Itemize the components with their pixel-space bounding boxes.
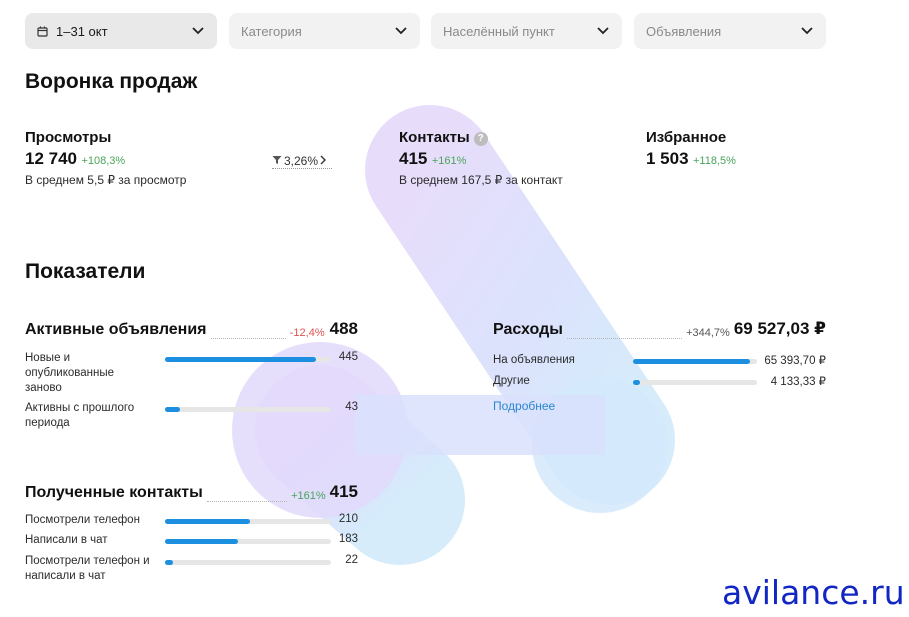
views-delta: +108,3% [81, 155, 126, 167]
favorites-value: 1 503 [646, 149, 689, 168]
expenses-row-label: Другие [493, 375, 530, 387]
received-contacts-bar-track [165, 560, 331, 565]
active-ads-row-value: 445 [338, 351, 358, 363]
help-icon[interactable]: ? [473, 131, 488, 146]
ads-filter[interactable]: Объявления [634, 13, 826, 49]
expenses-row-value: 4 133,33 ₽ [770, 376, 826, 388]
active-ads-value: 488 [329, 319, 358, 338]
expenses-bar-track [633, 359, 757, 364]
contacts-title: Контакты [399, 129, 470, 146]
active-ads-row-label: Активны с прошлого периода [25, 402, 135, 429]
received-contacts-bar-track [165, 519, 331, 524]
expenses-delta: +344,7% [686, 327, 730, 339]
dotted-leader [206, 492, 288, 502]
views-metric: Просмотры 12 740 +108,3% В среднем 5,5 ₽… [25, 129, 186, 187]
dotted-leader [210, 329, 286, 339]
expenses-title: Расходы [493, 321, 563, 338]
contacts-sub: В среднем 167,5 ₽ за контакт [399, 173, 563, 187]
received-contacts-value: 415 [329, 482, 358, 501]
expenses-value: 69 527,03 ₽ [733, 319, 826, 338]
location-filter[interactable]: Населённый пункт [431, 13, 622, 49]
received-contacts-bar [165, 560, 174, 565]
received-contacts-header: Полученные контакты +161% 415 [25, 482, 358, 502]
received-contacts-row-label: Написали в чат [25, 534, 108, 546]
conversion-value: 3,26% [284, 154, 319, 168]
active-ads-row-value: 43 [345, 401, 358, 413]
favorites-title: Избранное [646, 129, 727, 146]
received-contacts-row-value: 22 [345, 554, 358, 566]
active-ads-header: Активные объявления -12,4% 488 [25, 319, 358, 339]
received-contacts-bar-track [165, 539, 331, 544]
more-details-link[interactable]: Подробнее [493, 399, 556, 413]
active-ads-title: Активные объявления [25, 321, 207, 338]
contacts-value: 415 [399, 149, 428, 168]
received-contacts-bar [165, 539, 239, 544]
filter-funnel-icon [272, 154, 282, 168]
period-filter[interactable]: 1–31 окт [25, 13, 217, 49]
ads-filter-label: Объявления [646, 23, 722, 39]
period-filter-label: 1–31 окт [56, 23, 108, 39]
received-contacts-bar [165, 519, 250, 524]
watermark-text: avilance.ru [722, 573, 905, 612]
category-filter[interactable]: Категория [229, 13, 420, 49]
received-contacts-row-label: Посмотрели телефон и написали в чат [25, 555, 150, 582]
received-contacts-delta: +161% [291, 490, 326, 502]
active-ads-bar [165, 407, 180, 412]
views-value: 12 740 [25, 149, 77, 168]
favorites-metric: Избранное 1 503 +118,5% [646, 129, 736, 169]
calendar-icon [37, 26, 48, 37]
dotted-leader [566, 329, 683, 339]
active-ads-row-label: Новые и опубликованные заново [25, 352, 115, 394]
funnel-title: Воронка продаж [25, 70, 198, 93]
chevron-right-icon [320, 154, 327, 168]
expenses-header: Расходы +344,7% 69 527,03 ₽ [493, 319, 826, 339]
received-contacts-row-value: 210 [338, 513, 358, 525]
received-contacts-row-value: 183 [338, 533, 358, 545]
category-filter-label: Категория [241, 23, 302, 39]
chevron-down-icon [800, 24, 814, 38]
chevron-down-icon [394, 24, 408, 38]
received-contacts-row-label: Посмотрели телефон [25, 514, 140, 526]
expenses-row-value: 65 393,70 ₽ [764, 355, 826, 367]
views-title: Просмотры [25, 129, 112, 146]
received-contacts-title: Полученные контакты [25, 484, 203, 501]
chevron-down-icon [191, 24, 205, 38]
contacts-metric: Контакты? 415 +161% В среднем 167,5 ₽ за… [399, 129, 563, 187]
expenses-bar [633, 359, 750, 364]
indicators-title: Показатели [25, 260, 146, 283]
conversion-link[interactable]: 3,26% [272, 154, 332, 169]
chevron-down-icon [596, 24, 610, 38]
location-filter-label: Населённый пункт [443, 23, 555, 39]
active-ads-bar [165, 357, 317, 362]
contacts-delta: +161% [431, 155, 467, 167]
active-ads-delta: -12,4% [289, 327, 325, 339]
views-sub: В среднем 5,5 ₽ за просмотр [25, 173, 187, 187]
expenses-row-label: На объявления [493, 354, 575, 366]
favorites-delta: +118,5% [693, 155, 736, 167]
expenses-bar [633, 380, 641, 385]
expenses-bar-track [633, 380, 757, 385]
